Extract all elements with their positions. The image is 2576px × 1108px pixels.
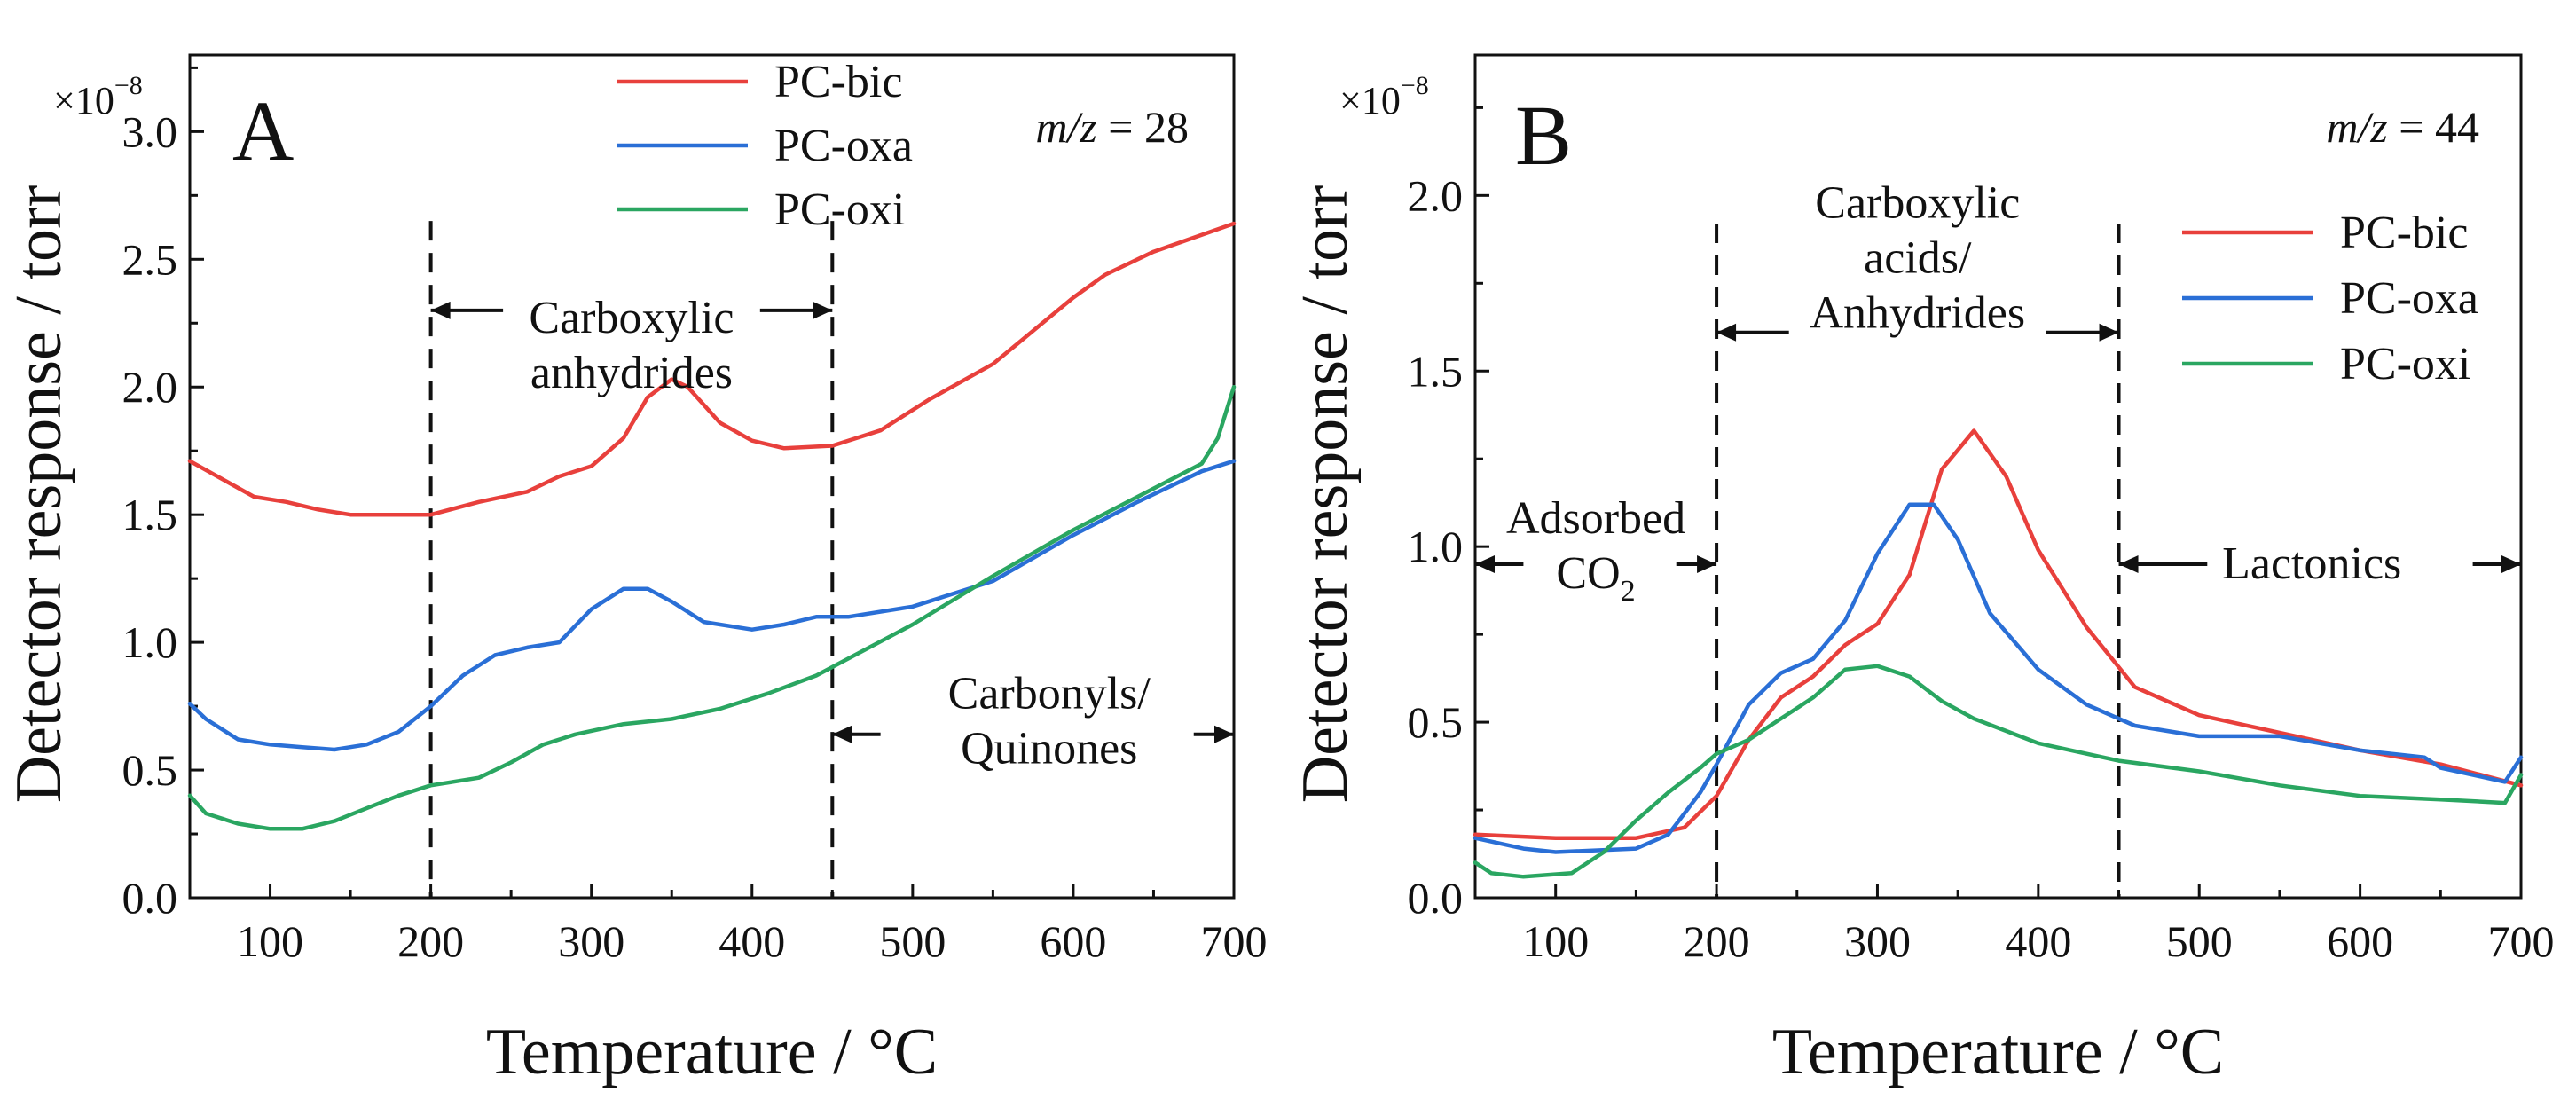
panel-a: 100 200 300 400 500 600 700 0.0 0.5 1.0 1.5 2.0 2.5 3… [3, 53, 1268, 1088]
annotation-arrow [2046, 323, 2119, 342]
x-tick-label: 600 [2327, 916, 2393, 966]
mz-label: m/z = 44 [2326, 102, 2479, 152]
y-tick-label: 2.5 [122, 234, 178, 284]
legend-label-oxi: PC-oxi [774, 185, 905, 235]
y-tick-label: 1.5 [122, 490, 178, 539]
legend: PC-bic PC-oxa PC-oxi [2182, 208, 2478, 389]
scale-exponent: −8 [114, 71, 143, 100]
annotation-subscript: 2 [1621, 575, 1636, 608]
scale-exponent: −8 [1401, 71, 1429, 100]
mz-prefix: m/z [2326, 102, 2387, 152]
mz-value: = 28 [1097, 102, 1189, 152]
x-tick-label: 500 [879, 916, 946, 966]
legend: PC-bic PC-oxa PC-oxi [617, 57, 913, 235]
annotation-arrow-head [1214, 725, 1234, 743]
legend-label-oxa: PC-oxa [774, 121, 913, 171]
x-tick-label: 300 [558, 916, 624, 966]
annotation-arrow [1475, 554, 1524, 573]
annotation-arrow [1676, 554, 1717, 573]
y-tick-label: 2.0 [1408, 170, 1464, 220]
annotation-text: anhydrides [530, 348, 733, 398]
y-tick-label: 1.5 [1408, 346, 1464, 396]
series-line-oxa [187, 459, 1237, 752]
annotation-text: Lactonics [2222, 538, 2401, 589]
mz-label: m/z = 28 [1035, 102, 1189, 152]
scale-factor: ×10−8 [1339, 71, 1429, 122]
series-line-bic [187, 221, 1237, 517]
plot-frame [1473, 53, 2523, 900]
annotation-arrow-head [1475, 554, 1495, 573]
annotation-text: CO2 [1556, 548, 1635, 608]
legend-label-bic: PC-bic [774, 57, 902, 107]
y-tick-label: 0.5 [122, 745, 178, 795]
annotation-arrow-head [832, 725, 852, 743]
panel-label: A [232, 83, 294, 178]
annotation-arrow [759, 301, 833, 319]
annotation-text: Anhydrides [1810, 288, 2025, 339]
annotation-text: Carboxylic [529, 293, 734, 343]
panel-b: 100 200 300 400 500 600 700 0.0 0.5 1.0 1.5 2.0 Temp… [1289, 53, 2555, 1088]
y-tick-label: 0.5 [1408, 697, 1464, 747]
annotation-arrow-head [813, 301, 833, 319]
x-tick-label: 400 [2005, 916, 2071, 966]
y-tick-label: 3.0 [122, 106, 178, 156]
x-tick-label: 200 [1684, 916, 1750, 966]
y-tick-label: 0.0 [122, 873, 178, 923]
x-tick-label: 100 [237, 916, 303, 966]
y-axis-label: Detector response / torr [1289, 185, 1362, 804]
annotation-arrow [832, 725, 881, 743]
annotation-text: Quinones [961, 723, 1137, 774]
mz-value: = 44 [2388, 102, 2479, 152]
annotation-text: Carboxylic [1815, 178, 2020, 229]
annotation-arrow [2472, 554, 2521, 573]
x-tick-label: 600 [1040, 916, 1106, 966]
annotation-arrow-head [2501, 554, 2521, 573]
x-axis-label: Temperature / °C [1772, 1016, 2224, 1088]
mz-prefix: m/z [1035, 102, 1096, 152]
annotation-arrow-head [430, 301, 451, 319]
x-tick-label: 100 [1522, 916, 1589, 966]
series-line-oxa [1473, 502, 2524, 854]
annotation-2: Lactonics [2118, 538, 2521, 589]
plot-frame [188, 53, 1236, 900]
annotation-text: Carbonyls/ [948, 668, 1151, 719]
legend-label-oxi: PC-oxi [2340, 339, 2470, 389]
y-axis-label: Detector response / torr [3, 185, 75, 804]
annotation-arrow-head [2099, 323, 2119, 342]
series-line-bic [1473, 428, 2524, 840]
annotation-1: Carbonyls/Quinones [832, 668, 1234, 774]
x-tick-label: 700 [1201, 916, 1268, 966]
annotation-arrow [1716, 323, 1789, 342]
y-tick-label: 0.0 [1408, 873, 1464, 923]
legend-label-oxa: PC-oxa [2340, 273, 2478, 324]
annotation-arrow [430, 301, 504, 319]
annotation-arrow-head [2118, 554, 2139, 573]
legend-label-bic: PC-bic [2340, 208, 2468, 258]
annotation-text: Adsorbed [1506, 493, 1685, 544]
x-axis-label: Temperature / °C [486, 1016, 938, 1088]
series-line-oxi [1473, 664, 2524, 879]
series-line-oxi [187, 384, 1237, 831]
y-tick-label: 2.0 [122, 362, 178, 412]
x-tick-label: 300 [1844, 916, 1911, 966]
x-tick-label: 500 [2166, 916, 2233, 966]
annotation-arrow [2118, 554, 2208, 573]
x-tick-label: 200 [397, 916, 464, 966]
y-tick-label: 1.0 [1408, 522, 1464, 571]
y-tick-label: 1.0 [122, 617, 178, 667]
annotation-arrow-head [1697, 554, 1717, 573]
annotation-arrow [1193, 725, 1234, 743]
panel-label: B [1515, 88, 1572, 183]
x-tick-label: 400 [719, 916, 785, 966]
annotation-text: acids/ [1864, 233, 1972, 284]
x-tick-label: 700 [2488, 916, 2555, 966]
annotation-arrow-head [1716, 323, 1737, 342]
